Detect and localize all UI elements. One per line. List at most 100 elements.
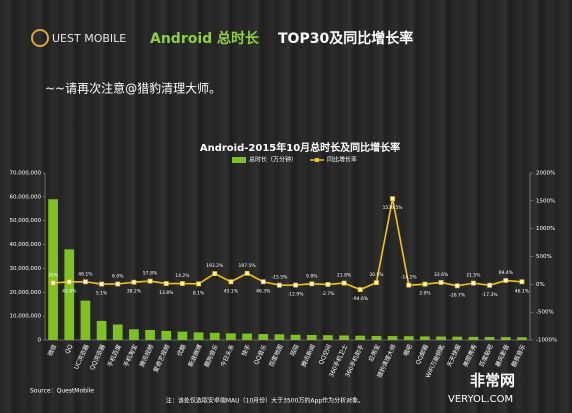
x-tick-label: 优酷 — [175, 343, 187, 357]
growth-marker — [277, 282, 282, 288]
growth-marker — [438, 280, 444, 285]
growth-marker — [325, 282, 331, 287]
bar — [436, 336, 446, 340]
bar — [517, 337, 527, 340]
growth-marker — [131, 279, 137, 285]
y-tick-label: 20,000,000 — [10, 290, 42, 296]
x-tick-label: 手机百度 — [106, 343, 123, 368]
y2-tick-label: 500% — [536, 254, 552, 260]
logo-text: UEST MOBILE — [52, 32, 126, 45]
x-tick-label: 快手 — [240, 343, 252, 357]
x-tick-label: 今日头条 — [219, 343, 236, 368]
bar — [468, 336, 479, 340]
x-tick-label: 腾讯新闻 — [300, 343, 317, 368]
growth-label: -15.5% — [271, 275, 288, 281]
x-tick-label: 百度地图 — [267, 343, 284, 368]
y-tick-label: 60,000,000 — [10, 194, 42, 200]
growth-marker — [260, 279, 266, 285]
x-tick-label: 应用宝 — [367, 343, 382, 363]
growth-label: 43.8% — [62, 288, 77, 294]
growth-label: 46.1% — [515, 288, 530, 294]
x-tick-label: QQ — [64, 343, 74, 355]
y2-tick-label: -500% — [536, 310, 554, 316]
bar — [339, 335, 349, 340]
bar — [64, 249, 75, 340]
growth-label: 1539.5% — [383, 205, 404, 211]
legend-label: 同比增长率 — [327, 156, 357, 164]
bar — [129, 329, 139, 340]
x-tick-label: QQ邮箱 — [414, 343, 430, 366]
growth-label: 2.9% — [419, 291, 431, 297]
bar — [112, 324, 123, 340]
growth-label: 197.5% — [238, 263, 256, 269]
chart-title: Android-2015年10月总时长及同比增长率 — [200, 141, 400, 154]
growth-marker — [487, 282, 492, 288]
growth-marker — [180, 281, 185, 286]
bar — [500, 337, 511, 340]
growth-marker — [519, 279, 525, 285]
bar — [274, 334, 285, 340]
bar — [323, 335, 333, 340]
growth-line — [53, 198, 522, 291]
bar — [306, 334, 317, 340]
bar — [387, 336, 398, 340]
source: Source：QuestMobile — [30, 388, 94, 395]
growth-marker — [309, 281, 315, 287]
growth-label: -12.9% — [288, 292, 305, 298]
y-tick-label: 0 — [38, 338, 42, 344]
y-tick-label: 40,000,000 — [10, 242, 42, 248]
y-tick-label: 30,000,000 — [10, 266, 42, 272]
growth-marker — [228, 279, 234, 285]
bar — [48, 199, 58, 340]
growth-label: 13.8% — [159, 290, 174, 296]
x-tick-label: 新浪微博 — [186, 343, 203, 368]
growth-label: 46.3% — [256, 288, 271, 294]
bar — [484, 337, 495, 340]
bar — [80, 300, 91, 340]
y-tick-label: 70,000,000 — [10, 171, 42, 177]
growth-label: -94.6% — [352, 296, 369, 302]
growth-label: -2.7% — [321, 291, 335, 297]
bar — [96, 320, 107, 340]
growth-marker — [212, 271, 218, 276]
y2-tick-label: 2000% — [536, 171, 555, 177]
growth-marker — [422, 281, 428, 287]
growth-label: 30.5% — [369, 272, 384, 278]
x-tick-label: 陌陌 — [288, 343, 300, 357]
x-tick-label: 百度贴吧 — [477, 343, 494, 368]
growth-label: 69.4% — [499, 270, 514, 276]
growth-label: 46.1% — [78, 271, 93, 277]
y-tick-label: 50,000,000 — [10, 218, 42, 224]
growth-marker — [341, 280, 347, 286]
legend-marker — [315, 158, 319, 162]
growth-marker — [196, 281, 201, 287]
bar — [403, 336, 414, 340]
bar — [193, 332, 204, 340]
x-tick-label: 酷我音乐 — [510, 343, 527, 368]
legend-label: 总时长（万分钟） — [249, 156, 297, 164]
growth-label: 5.1% — [96, 291, 108, 297]
growth-marker — [406, 282, 412, 288]
bar — [242, 333, 252, 340]
y2-tick-label: 1500% — [536, 198, 555, 204]
x-tick-label: UC浏览器 — [72, 343, 90, 370]
footnote: 注：该处仅选取安卓端MAU（10月份）大于3500万的App作为分析对象。 — [166, 397, 364, 405]
x-tick-label: 唱吧 — [402, 344, 413, 358]
growth-marker — [293, 282, 298, 288]
growth-label: -26.7% — [449, 292, 466, 298]
x-tick-label: QQ浏览器 — [88, 343, 107, 371]
growth-marker — [115, 281, 121, 287]
growth-label: 21.5% — [466, 273, 481, 279]
y2-tick-label: 0% — [536, 282, 545, 288]
growth-marker — [99, 281, 104, 287]
x-tick-label: 美图秀秀 — [461, 343, 478, 368]
growth-marker — [390, 196, 395, 202]
growth-label: 33.6% — [434, 272, 449, 278]
bar — [258, 334, 269, 340]
legend-swatch — [232, 157, 246, 163]
bar — [209, 332, 220, 340]
x-tick-label: QQ空间 — [317, 343, 333, 366]
growth-label: 8.1% — [193, 290, 205, 296]
x-tick-label: 天天快报 — [445, 343, 462, 368]
